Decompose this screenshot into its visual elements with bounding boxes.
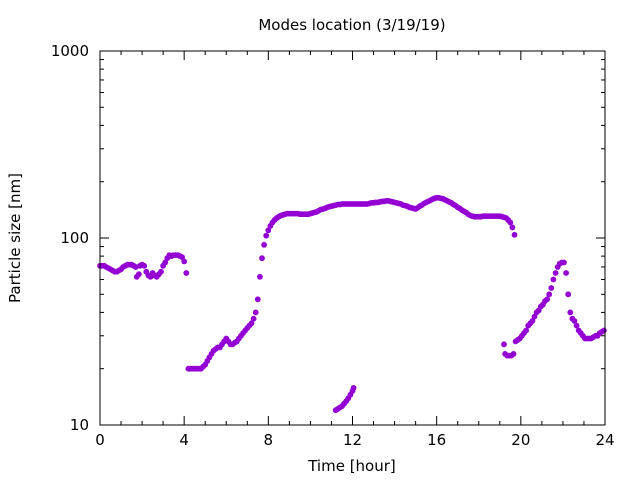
data-point	[550, 276, 557, 283]
x-tick-label: 12	[343, 431, 362, 449]
data-point	[565, 291, 572, 298]
data-point	[259, 255, 265, 262]
x-tick-label: 20	[511, 431, 530, 449]
data-point	[523, 327, 529, 334]
data-point	[263, 232, 270, 239]
data-point	[261, 241, 267, 248]
data-point	[601, 327, 607, 334]
data-point	[544, 296, 550, 303]
data-point	[252, 309, 259, 316]
data-point	[567, 309, 574, 316]
y-tick-label: 100	[60, 229, 89, 247]
data-point	[548, 285, 555, 291]
data-point	[573, 322, 580, 329]
x-axis-label: Time [hour]	[307, 457, 396, 475]
data-point	[250, 315, 257, 322]
x-tick-label: 0	[95, 431, 105, 449]
data-point	[181, 258, 188, 265]
data-point	[254, 296, 261, 303]
x-tick-label: 24	[595, 431, 614, 449]
axis-ticks: 0 4 8 12 16 20 24 10 100 1000	[51, 42, 615, 449]
data-point	[183, 270, 190, 276]
x-tick-label: 4	[179, 431, 189, 449]
data-point	[256, 273, 263, 280]
data-points	[97, 194, 607, 414]
data-point	[135, 271, 142, 278]
data-point	[350, 384, 357, 391]
data-point	[546, 291, 553, 298]
data-point	[510, 350, 517, 357]
x-tick-label: 16	[427, 431, 446, 449]
chart-title: Modes location (3/19/19)	[258, 16, 445, 34]
y-tick-label: 10	[70, 416, 89, 434]
y-axis-label: Particle size [nm]	[6, 173, 24, 303]
data-point	[552, 270, 559, 276]
data-point	[141, 262, 148, 269]
data-point	[507, 219, 514, 226]
data-point	[561, 259, 567, 266]
plot-frame	[99, 50, 606, 426]
data-point	[158, 268, 164, 275]
x-tick-label: 8	[264, 431, 274, 449]
y-tick-label: 1000	[51, 42, 89, 60]
data-point	[501, 341, 507, 348]
data-point	[563, 270, 569, 276]
data-point	[509, 224, 516, 231]
data-point	[511, 231, 518, 238]
